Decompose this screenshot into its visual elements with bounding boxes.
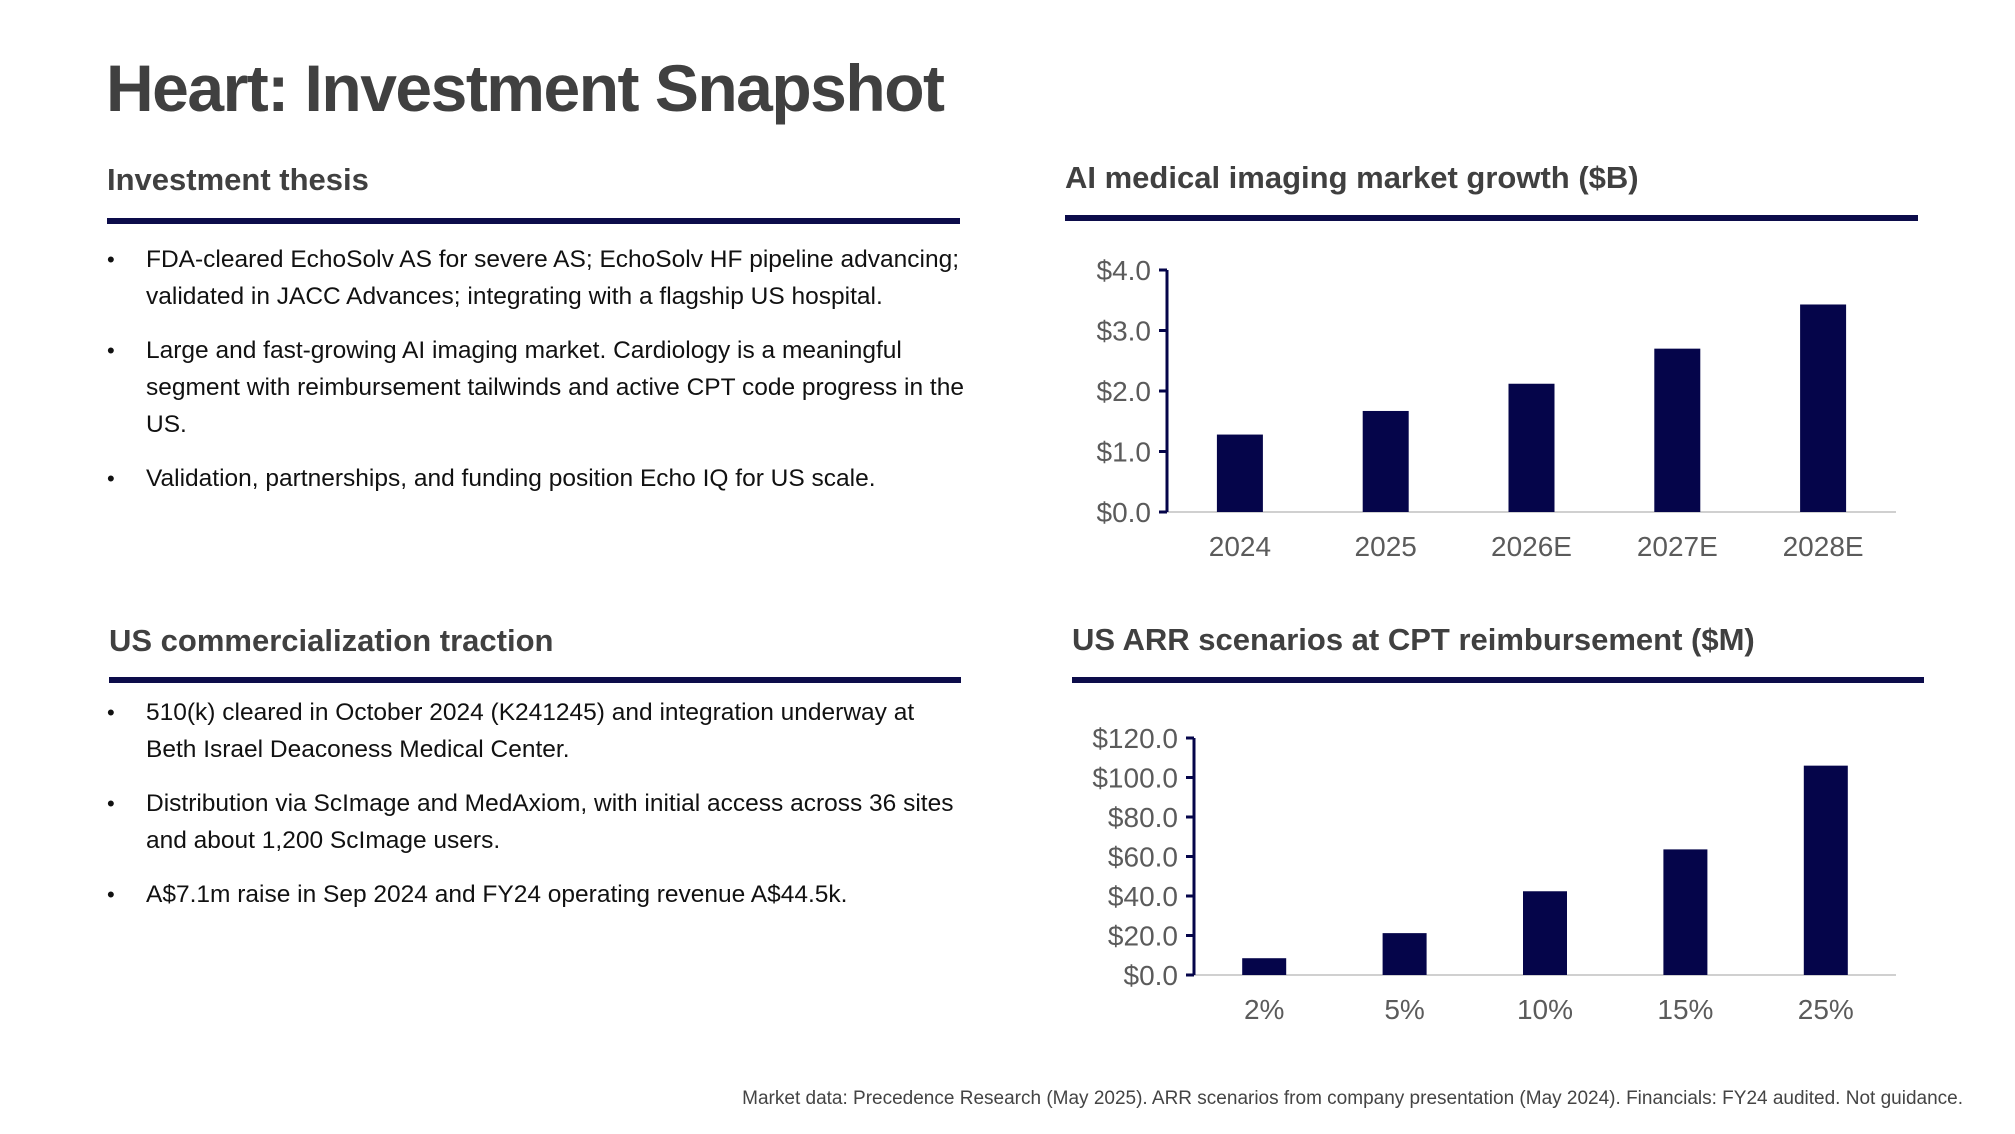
thesis-bullet: FDA-cleared EchoSolv AS for severe AS; E…	[107, 241, 967, 315]
x-tick-label: 5%	[1384, 994, 1424, 1025]
market-chart-divider	[1065, 215, 1918, 221]
bar-2	[1242, 958, 1287, 975]
bar-25	[1803, 765, 1848, 975]
y-tick-label: $120.0	[1092, 723, 1178, 754]
traction-heading: US commercialization traction	[109, 623, 554, 658]
x-tick-label: 2028E	[1783, 531, 1864, 562]
thesis-divider	[107, 218, 960, 224]
x-tick-label: 10%	[1517, 994, 1573, 1025]
y-tick-label: $80.0	[1108, 802, 1178, 833]
bar-2025	[1362, 410, 1409, 512]
x-tick-label: 15%	[1657, 994, 1713, 1025]
x-tick-label: 25%	[1798, 994, 1854, 1025]
bar-2024	[1216, 434, 1263, 512]
market-chart-title: AI medical imaging market growth ($B)	[1065, 160, 1639, 195]
y-tick-label: $0.0	[1097, 497, 1152, 528]
traction-bullet: A$7.1m raise in Sep 2024 and FY24 operat…	[107, 876, 967, 913]
y-tick-label: $20.0	[1108, 921, 1178, 952]
thesis-bullet: Validation, partnerships, and funding po…	[107, 460, 967, 497]
y-tick-label: $40.0	[1108, 881, 1178, 912]
traction-bullet: Distribution via ScImage and MedAxiom, w…	[107, 785, 967, 859]
x-tick-label: 2026E	[1491, 531, 1572, 562]
y-tick-label: $4.0	[1097, 255, 1152, 286]
arr-scenarios-bar-chart: $0.0 $20.0 $40.0 $60.0 $80.0 $100.0 $120.0 2% 5%…	[1092, 723, 1896, 1025]
x-tick-label: 2027E	[1637, 531, 1718, 562]
y-tick-label: $3.0	[1097, 316, 1152, 347]
y-tick-label: $60.0	[1108, 842, 1178, 873]
y-tick-label: $2.0	[1097, 376, 1152, 407]
x-tick-label: 2025	[1355, 531, 1417, 562]
y-tick-label: $0.0	[1124, 960, 1179, 991]
bar-2027E	[1654, 348, 1701, 512]
thesis-bullet: Large and fast-growing AI imaging market…	[107, 332, 967, 443]
x-tick-label: 2024	[1209, 531, 1271, 562]
source-footnote: Market data: Precedence Research (May 20…	[742, 1088, 1963, 1109]
thesis-heading: Investment thesis	[107, 162, 369, 197]
bar-2028E	[1800, 304, 1847, 512]
thesis-bullet-list: FDA-cleared EchoSolv AS for severe AS; E…	[107, 241, 967, 514]
page-title: Heart: Investment Snapshot	[106, 51, 945, 125]
traction-divider	[109, 677, 961, 683]
y-tick-label: $1.0	[1097, 437, 1152, 468]
bar-5	[1382, 933, 1427, 975]
bar-2026E	[1508, 383, 1555, 512]
arr-chart-divider	[1072, 677, 1924, 683]
bar-15	[1663, 849, 1708, 975]
x-tick-label: 2%	[1244, 994, 1284, 1025]
traction-bullet-list: 510(k) cleared in October 2024 (K241245)…	[107, 694, 967, 930]
market-growth-bar-chart: $0.0 $1.0 $2.0 $3.0 $4.0 2024 2025 2026E 2027E 20…	[1097, 255, 1896, 562]
arr-chart-title: US ARR scenarios at CPT reimbursement ($…	[1072, 622, 1755, 657]
traction-bullet: 510(k) cleared in October 2024 (K241245)…	[107, 694, 967, 768]
y-tick-label: $100.0	[1092, 763, 1178, 794]
bar-10	[1523, 891, 1567, 975]
